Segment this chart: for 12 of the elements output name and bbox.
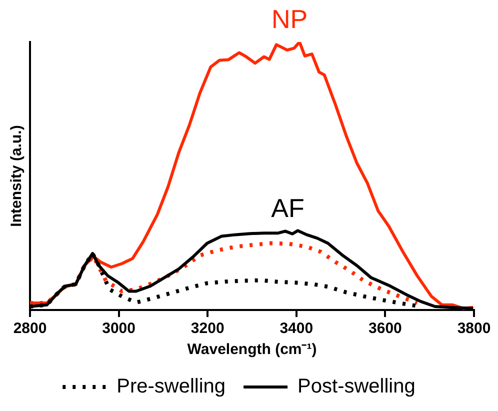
y-axis-title: Intensity (a.u.) xyxy=(8,125,26,227)
legend-label: Post-swelling xyxy=(298,376,416,398)
x-tick-label: 3400 xyxy=(280,320,314,338)
x-tick-label: 3600 xyxy=(368,320,402,338)
x-tick-label: 3200 xyxy=(190,320,224,338)
x-axis-title: Wavelength (cm⁻¹) xyxy=(187,341,317,358)
x-tick-label: 2800 xyxy=(13,320,47,338)
x-tick-label: 3000 xyxy=(102,320,136,338)
text: NP xyxy=(271,4,308,34)
x-tick-label: 3800 xyxy=(457,320,491,338)
annotation: AF xyxy=(271,192,304,223)
legend-label: Pre-swelling xyxy=(116,376,226,398)
